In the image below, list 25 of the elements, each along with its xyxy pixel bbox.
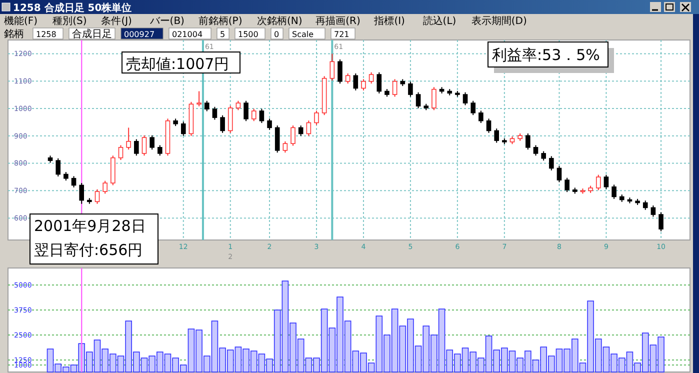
annotation: 売却値:1007円 <box>126 55 230 73</box>
text: 機能(F) <box>4 15 38 27</box>
annotation: 2001年9月28日 <box>34 217 146 235</box>
text: 前銘柄(P) <box>198 15 242 27</box>
text: 翌日寄付:656円 <box>34 241 143 259</box>
text: 721 <box>334 30 350 39</box>
text: 種別(S) <box>52 16 87 27</box>
text: 読込(L) <box>422 15 456 27</box>
text: バー(B) <box>148 16 185 27</box>
text: 000927 <box>124 30 155 39</box>
text: 次銘柄(N) <box>257 15 302 27</box>
text: 021004 <box>172 30 203 39</box>
text: 5 <box>220 30 226 39</box>
text: Scale <box>292 30 314 39</box>
text: 条件(J) <box>101 15 132 27</box>
text: 1500 <box>238 30 258 39</box>
chart-title: 1258 合成日足 50株単位 <box>13 2 132 14</box>
text: 0 <box>274 30 280 39</box>
text: 1258 <box>36 30 56 39</box>
text: 再描画(R) <box>316 15 360 27</box>
text: 銘柄 <box>4 28 24 40</box>
text: 合成日足 <box>72 28 112 40</box>
annotation: 利益率:53．5% <box>492 46 600 64</box>
text: 指標(I) <box>373 15 406 27</box>
text: 表示期間(D) <box>471 15 527 27</box>
